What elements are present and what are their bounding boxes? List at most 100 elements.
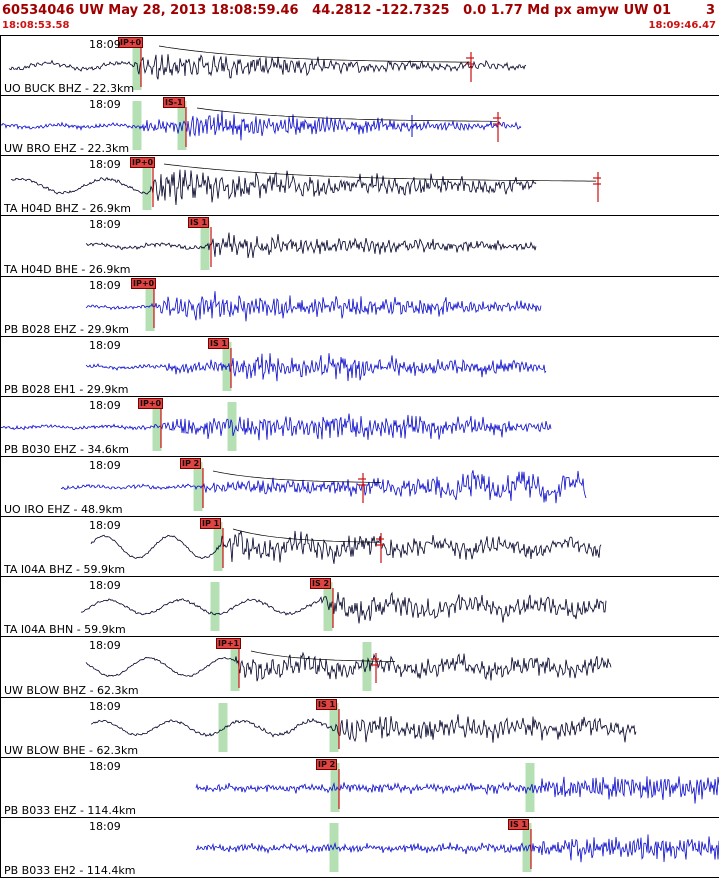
seismogram-trace xyxy=(90,530,602,565)
station-label: PB B028 EHZ - 29.9km xyxy=(4,322,130,336)
coda-duration-marker[interactable] xyxy=(371,653,379,684)
event-header: 60534046 UW May 28, 2013 18:08:59.46 44.… xyxy=(0,0,719,20)
coda-duration-marker[interactable] xyxy=(493,112,501,143)
coda-duration-marker[interactable] xyxy=(593,172,601,203)
seismogram-trace xyxy=(195,834,719,863)
waveform-canvas-ta-i04a-bhn[interactable] xyxy=(1,577,719,637)
minute-label: 18:09 xyxy=(89,398,121,412)
minute-label: 18:09 xyxy=(89,278,121,292)
trace-row-pb-b028-eh1: IS 1 18:09 PB B028 EH1 - 29.9km xyxy=(1,336,719,397)
minute-label: 18:09 xyxy=(89,519,121,533)
station-label: PB B033 EHZ - 114.4km xyxy=(4,803,137,817)
minute-label: 18:09 xyxy=(89,699,121,713)
predicted-arrival-band xyxy=(142,161,152,211)
seismogram-trace xyxy=(85,232,537,259)
station-label: UW BLOW BHE - 62.3km xyxy=(4,743,139,757)
minute-label: 18:09 xyxy=(89,38,121,51)
waveform-canvas-ta-h04d-bhe[interactable] xyxy=(1,216,719,276)
trace-row-ta-h04d-bhe: IS 1 18:09 TA H04D BHE - 26.9km xyxy=(1,216,719,277)
station-label: UO IRO EHZ - 48.9km xyxy=(4,503,123,517)
station-label: TA I04A BHZ - 59.9km xyxy=(4,563,126,577)
minute-label: 18:09 xyxy=(89,579,121,593)
trace-row-uo-iro-ehz: IP 2 18:09 UO IRO EHZ - 48.9km xyxy=(1,456,719,518)
coda-envelope-curve xyxy=(196,107,497,122)
coda-envelope-curve xyxy=(212,470,381,483)
waveform-canvas-pb-b033-ehz[interactable] xyxy=(1,758,719,818)
predicted-arrival-band xyxy=(210,582,220,632)
station-label: PB B028 EH1 - 29.9km xyxy=(4,382,129,396)
coda-duration-marker[interactable] xyxy=(466,52,474,82)
trace-row-uw-blow-bhz: IP+1 18:09 UW BLOW BHZ - 62.3km xyxy=(1,637,719,698)
predicted-arrival-band xyxy=(177,101,187,151)
trace-row-uw-bro-ehz: IS-1 18:09 UW BRO EHZ - 22.3km xyxy=(1,96,719,157)
waveform-canvas-pb-b033-eh2[interactable] xyxy=(1,818,719,878)
station-label: TA I04A BHN - 59.9km xyxy=(4,623,126,637)
waveform-canvas-pb-b030-ehz[interactable] xyxy=(1,397,719,457)
trace-row-ta-h04d-bhz: IP+0 18:09 TA H04D BHZ - 26.9km xyxy=(1,156,719,217)
trace-row-pb-b028-ehz: IP+0 18:09 PB B028 EHZ - 29.9km xyxy=(1,276,719,337)
coda-duration-marker[interactable] xyxy=(358,472,366,503)
window-start-time: 18:08:53.58 xyxy=(2,20,70,31)
predicted-arrival-band xyxy=(200,221,210,271)
coda-duration-marker[interactable] xyxy=(376,533,384,564)
event-summary-text: 60534046 UW May 28, 2013 18:08:59.46 44.… xyxy=(2,3,672,18)
seismogram-trace xyxy=(10,169,537,206)
waveform-canvas-uw-blow-bhe[interactable] xyxy=(1,698,719,758)
predicted-arrival-band xyxy=(329,702,339,752)
waveform-canvas-uo-buck-bhz[interactable] xyxy=(1,36,719,96)
seismogram-trace xyxy=(60,470,587,504)
waveform-canvas-uo-iro-ehz[interactable] xyxy=(1,457,719,517)
trace-row-ta-i04a-bhz: IP 1 18:09 TA I04A BHZ - 59.9km xyxy=(1,517,719,578)
coda-envelope-curve xyxy=(232,528,382,543)
predicted-arrival-band xyxy=(230,642,240,692)
pick-flag[interactable]: IS-1 xyxy=(163,97,185,109)
waveform-canvas-ta-h04d-bhz[interactable] xyxy=(1,156,719,216)
pick-flag[interactable]: IP 1 xyxy=(200,518,222,530)
pick-flag[interactable]: IP+0 xyxy=(138,397,164,409)
trace-row-uw-blow-bhe: IS 1 18:09 UW BLOW BHE - 62.3km xyxy=(1,697,719,758)
station-label: TA H04D BHE - 26.9km xyxy=(4,262,131,276)
seismogram-trace xyxy=(85,352,547,381)
minute-label: 18:09 xyxy=(89,218,121,232)
pick-flag[interactable]: IS 2 xyxy=(310,578,332,590)
window-end-time: 18:09:46.47 xyxy=(648,20,716,31)
pick-flag[interactable]: IS 1 xyxy=(188,217,210,229)
coda-envelope-curve xyxy=(163,163,596,182)
minute-label: 18:09 xyxy=(89,338,121,352)
pick-flag[interactable]: IP 2 xyxy=(180,457,202,469)
waveform-canvas-ta-i04a-bhz[interactable] xyxy=(1,517,719,577)
station-label: UO BUCK BHZ - 22.3km xyxy=(4,82,135,96)
pick-flag[interactable]: IS 1 xyxy=(316,698,338,710)
pick-flag[interactable]: IP 2 xyxy=(316,758,338,770)
pick-flag[interactable]: IP+0 xyxy=(130,157,156,169)
pick-flag[interactable]: IP+1 xyxy=(216,638,242,650)
page-indicator: 3 xyxy=(705,3,715,18)
predicted-arrival-band xyxy=(213,522,223,572)
trace-row-pb-b033-ehz: IP 2 18:09 PB B033 EHZ - 114.4km xyxy=(1,757,719,818)
minute-label: 18:09 xyxy=(89,819,121,833)
minute-label: 18:09 xyxy=(89,458,121,472)
trace-row-pb-b033-eh2: IS 1 18:09 PB B033 EH2 - 114.4km xyxy=(1,817,719,878)
station-label: UW BLOW BHZ - 62.3km xyxy=(4,683,139,697)
pick-flag[interactable]: IP+0 xyxy=(131,277,157,289)
waveform-canvas-pb-b028-eh1[interactable] xyxy=(1,337,719,397)
predicted-arrival-band xyxy=(522,822,532,872)
waveform-canvas-uw-bro-ehz[interactable] xyxy=(1,96,719,156)
seismogram-trace xyxy=(85,651,612,682)
station-label: UW BRO EHZ - 22.3km xyxy=(4,142,130,156)
trace-row-pb-b030-ehz: IP+0 18:09 PB B030 EHZ - 34.6km xyxy=(1,396,719,457)
minute-label: 18:09 xyxy=(89,98,121,112)
waveform-canvas-pb-b028-ehz[interactable] xyxy=(1,277,719,337)
minute-label: 18:09 xyxy=(89,639,121,653)
pick-flag[interactable]: IP+0 xyxy=(118,37,144,48)
station-label: PB B030 EHZ - 34.6km xyxy=(4,442,130,456)
pick-flag[interactable]: IS 1 xyxy=(508,818,530,830)
seismogram-trace xyxy=(85,290,542,321)
waveform-canvas-uw-blow-bhz[interactable] xyxy=(1,637,719,697)
trace-row-uo-buck-bhz: IP+0 18:09 UO BUCK BHZ - 22.3km xyxy=(1,36,719,97)
seismogram-trace xyxy=(195,775,719,804)
trace-area: IP+0 18:09 UO BUCK BHZ - 22.3km IS-1 18:09 UW… xyxy=(0,35,719,878)
pick-flag[interactable]: IS 1 xyxy=(208,337,230,349)
station-label: TA H04D BHZ - 26.9km xyxy=(4,202,132,216)
seismogram-trace xyxy=(80,591,607,624)
